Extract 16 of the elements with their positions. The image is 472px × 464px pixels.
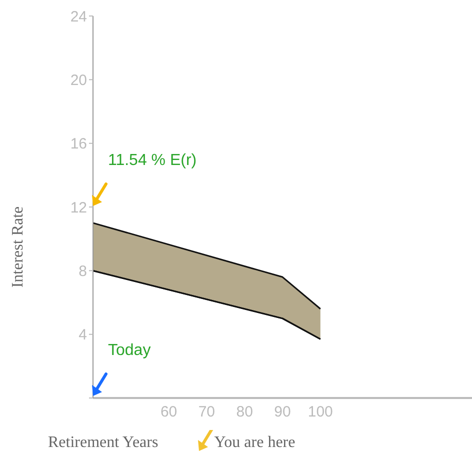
y-axis-title: Interest Rate — [10, 206, 27, 288]
y-tick-label: 20 — [70, 72, 87, 89]
x-tick-label: 100 — [308, 404, 333, 421]
annotation: Today — [108, 342, 151, 360]
annotation: 11.54 % E(r) — [108, 152, 197, 170]
y-tick-label: 16 — [70, 136, 87, 153]
x-tick-label: 60 — [160, 404, 178, 421]
x-tick-label: 90 — [274, 404, 291, 421]
y-tick-label: 12 — [70, 199, 87, 216]
y-tick-label: 8 — [78, 262, 87, 280]
y-tick-label: 24 — [70, 8, 87, 26]
x-tick-label: 80 — [236, 404, 253, 421]
text: You are here — [214, 434, 296, 452]
x-axis-title: Retirement Years — [48, 434, 158, 452]
y-tick-label: 4 — [78, 326, 87, 344]
x-tick-label: 70 — [198, 404, 216, 421]
